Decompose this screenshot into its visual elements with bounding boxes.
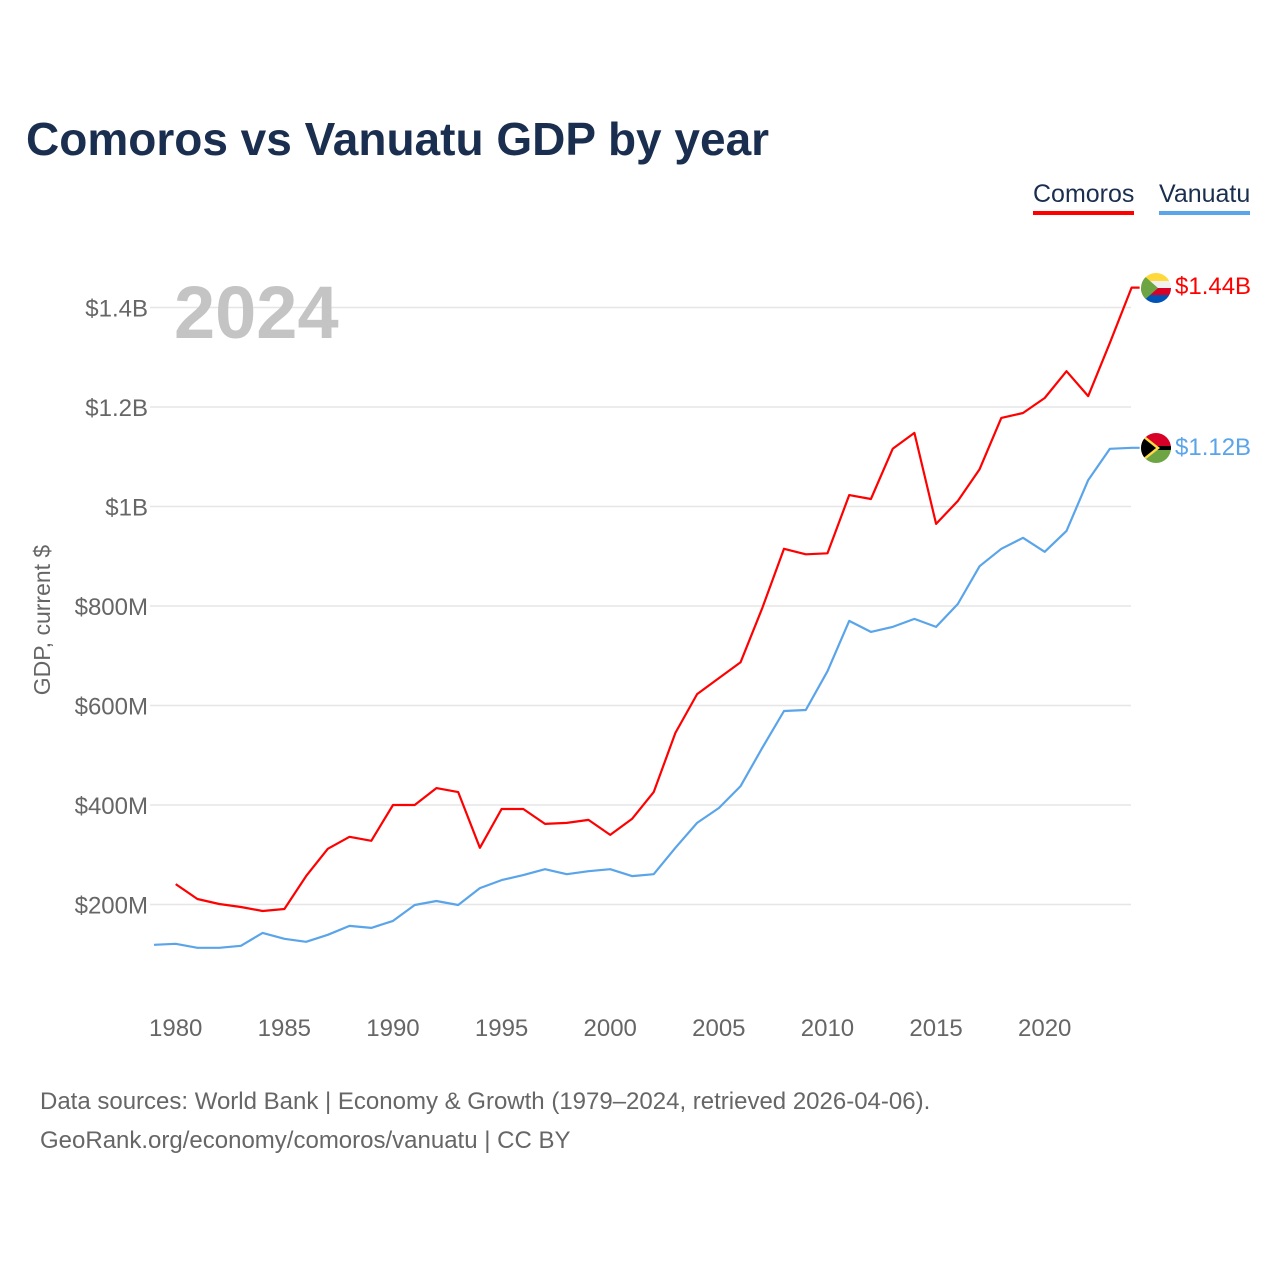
comoros-flag-icon (1141, 273, 1171, 303)
footer: Data sources: World Bank | Economy & Gro… (40, 1082, 930, 1160)
x-tick-label: 2020 (1018, 1015, 1071, 1042)
year-watermark: 2024 (174, 271, 339, 354)
vanuatu-flag-icon (1141, 433, 1171, 463)
y-tick-label: $400M (75, 793, 148, 820)
footer-sources: Data sources: World Bank | Economy & Gro… (40, 1088, 931, 1115)
x-tick-label: 2000 (584, 1015, 637, 1042)
y-tick-label: $800M (75, 594, 148, 621)
vanuatu-end-label: $1.12B (1175, 434, 1251, 461)
x-tick-label: 1995 (475, 1015, 528, 1042)
y-axis-label: GDP, current $ (29, 545, 55, 696)
x-tick-label: 1980 (149, 1015, 202, 1042)
legend-vanuatu[interactable]: Vanuatu (1159, 180, 1251, 215)
y-tick-label: $1.2B (85, 395, 148, 422)
legend-comoros[interactable]: Comoros (1033, 180, 1135, 215)
vanuatu-line (153, 446, 1140, 949)
chart-title: Comoros vs Vanuatu GDP by year (26, 113, 770, 165)
x-tick-label: 2010 (801, 1015, 854, 1042)
x-tick-label: 1990 (366, 1015, 419, 1042)
y-tick-label: $1.4B (85, 296, 148, 323)
comoros-end-label: $1.44B (1175, 273, 1251, 300)
x-tick-label: 2005 (692, 1015, 745, 1042)
x-tick-label: 2015 (909, 1015, 962, 1042)
y-tick-label: $600M (75, 694, 148, 721)
comoros-line (175, 286, 1140, 913)
y-tick-label: $200M (75, 893, 148, 920)
y-tick-label: $1B (105, 495, 148, 522)
footer-link[interactable]: GeoRank.org/economy/comoros/vanuatu | CC… (40, 1127, 571, 1154)
x-tick-label: 1985 (258, 1015, 311, 1042)
